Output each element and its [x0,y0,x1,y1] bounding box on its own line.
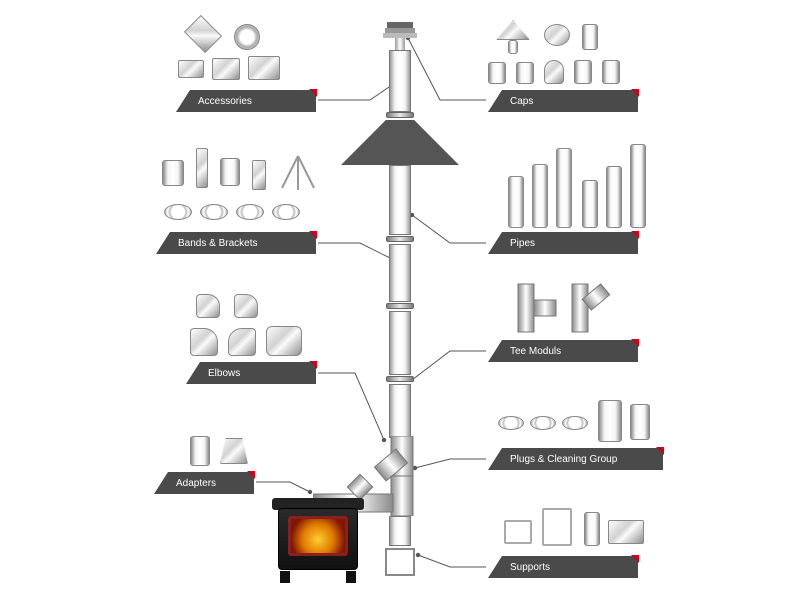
category-label-text: Plugs & Cleaning Group [510,454,617,465]
category-label-text: Adapters [176,478,216,489]
category-label-text: Pipes [510,238,535,249]
chimney-joint-icon [386,236,414,242]
leader-line [415,459,486,468]
category-label-text: Elbows [208,368,240,379]
category-label-caps: Caps [488,90,638,112]
leader-line [418,555,486,567]
category-label-adapters: Adapters [154,472,254,494]
category-label-supports: Supports [488,556,638,578]
category-label-accessories: Accessories [176,90,316,112]
category-label-plugs: Plugs & Cleaning Group [488,448,663,470]
adapters-cluster [188,432,268,470]
accessories-cluster [178,20,328,86]
accent-triangle-icon [631,231,639,239]
pipes-cluster [508,140,658,230]
leader-line [412,351,486,380]
chimney-segment [389,516,411,546]
accent-triangle-icon [309,231,317,239]
chimney-segment [389,311,411,375]
leader-line [318,85,392,100]
accent-triangle-icon [631,339,639,347]
chimney-segment [389,244,411,302]
category-label-text: Accessories [198,96,252,107]
caps-cluster [488,20,648,86]
chimney-joint-icon [386,112,414,118]
base-support-icon [385,548,415,576]
accent-triangle-icon [309,89,317,97]
chimney-segment [389,50,411,112]
category-label-elbows: Elbows [186,362,316,384]
chimney-segment [389,384,411,438]
accent-triangle-icon [656,447,664,455]
leader-line [412,215,486,243]
chimney-joint-icon [386,303,414,309]
elbows-cluster [190,290,320,360]
chimney-cap-icon [377,20,423,50]
accent-triangle-icon [631,555,639,563]
category-label-pipes: Pipes [488,232,638,254]
leader-line [318,373,384,440]
stove-icon [270,488,366,583]
bands-cluster [158,148,328,230]
chimney-segment [389,165,411,235]
accent-triangle-icon [309,361,317,369]
category-label-tee: Tee Moduls [488,340,638,362]
supports-cluster [502,500,652,552]
category-label-text: Caps [510,96,533,107]
category-label-bands: Bands & Brackets [156,232,316,254]
category-label-text: Supports [510,562,550,573]
category-label-text: Tee Moduls [510,346,561,357]
chimney-assembly [383,20,417,575]
plugs-cluster [498,398,658,444]
chimney-joint-icon [386,376,414,382]
accent-triangle-icon [247,471,255,479]
category-label-text: Bands & Brackets [178,238,257,249]
accent-triangle-icon [631,89,639,97]
tee-cluster [510,280,620,336]
